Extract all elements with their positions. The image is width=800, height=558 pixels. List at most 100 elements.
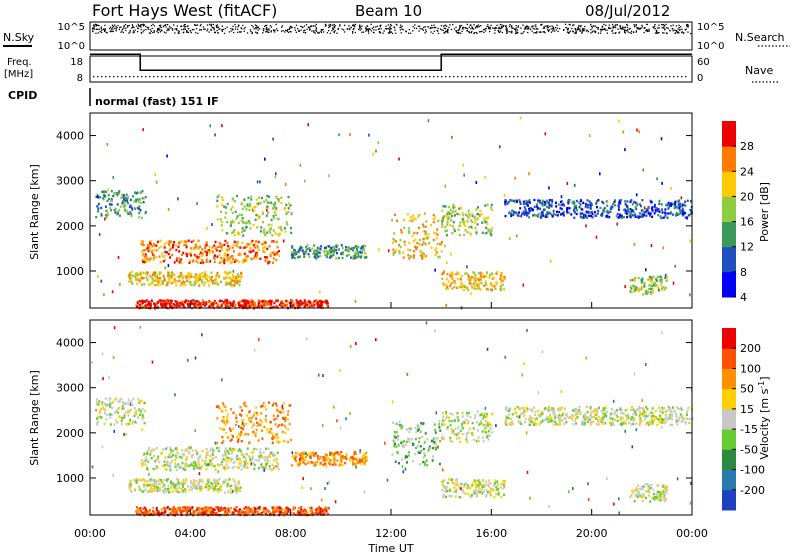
noise-sample-search — [395, 33, 396, 34]
echo-cell — [201, 465, 203, 467]
echo-cell — [225, 508, 227, 510]
noise-sample-search — [165, 32, 166, 33]
echo-cell — [176, 280, 178, 282]
noise-sample-search — [133, 30, 134, 31]
date-label: 08/Jul/2012 — [585, 2, 670, 20]
noise-sample-search — [320, 31, 321, 32]
echo-cell — [585, 214, 587, 216]
echo-cell — [146, 299, 148, 301]
echo-cell — [318, 510, 320, 512]
echo-cell — [395, 240, 397, 242]
noise-sample-sky — [270, 25, 271, 26]
echo-cell — [291, 212, 293, 214]
echo-cell — [122, 408, 124, 410]
noise-sample-search — [382, 33, 383, 34]
echo-cell — [118, 192, 120, 194]
echo-cell — [205, 303, 207, 305]
echo-cell — [275, 259, 277, 261]
echo-cell — [186, 246, 188, 248]
noise-sample-sky — [132, 24, 133, 25]
echo-cell — [210, 510, 212, 512]
echo-cell — [168, 454, 170, 456]
echo-cell — [273, 241, 275, 243]
echo-cell — [227, 203, 229, 205]
noise-sample-sky — [516, 27, 517, 28]
echo-cell — [228, 452, 230, 454]
echo-cell — [234, 234, 236, 236]
echo-cell — [170, 486, 172, 488]
echo-cell — [177, 304, 179, 306]
noise-sample-search — [391, 31, 392, 32]
noise-sample-sky — [117, 25, 118, 26]
echo-cell — [188, 275, 190, 277]
echo-cell — [474, 287, 476, 289]
echo-cell — [256, 429, 258, 431]
echo-cell — [294, 249, 296, 251]
echo-cell — [172, 246, 174, 248]
noise-sample-sky — [111, 28, 112, 29]
echo-cell — [403, 256, 405, 258]
noise-sample-sky — [455, 27, 456, 28]
noise-sample-search — [575, 30, 576, 31]
noise-sample-sky — [569, 24, 570, 25]
echo-cell — [198, 460, 200, 462]
echo-cell — [412, 215, 414, 217]
echo-cell — [146, 480, 148, 482]
echo-cell — [518, 211, 520, 213]
echo-cell — [201, 259, 203, 261]
echo-cell — [468, 216, 470, 218]
noise-sample-search — [612, 30, 613, 31]
echo-cell — [255, 508, 257, 510]
power-colorbar-label: Power [dB] — [758, 182, 771, 242]
echo-cell — [247, 512, 249, 514]
echo-cell — [393, 232, 395, 234]
echo-cell — [154, 275, 156, 277]
noise-sample-search — [674, 30, 675, 31]
echo-cell — [212, 246, 214, 248]
echo-cell — [146, 258, 148, 260]
echo-cell — [115, 193, 117, 195]
noise-sample-sky — [573, 24, 574, 25]
echo-cell — [265, 199, 267, 201]
echo-cell — [325, 506, 327, 508]
noise-sample-sky — [676, 25, 677, 26]
echo-cell — [523, 211, 525, 213]
echo-cell — [317, 305, 319, 307]
echo-cell — [340, 253, 342, 255]
echo-cell — [261, 437, 263, 439]
echo-cell — [211, 276, 213, 278]
noise-sample-search — [214, 32, 215, 33]
echo-cell — [413, 232, 415, 234]
echo-cell — [217, 272, 219, 274]
noise-sample-sky — [115, 26, 116, 27]
echo-cell — [524, 206, 526, 208]
echo-cell — [216, 447, 218, 449]
echo-cell — [209, 508, 211, 510]
echo-cell — [146, 468, 148, 470]
echo-cell — [476, 232, 478, 234]
scatter-cell — [516, 234, 518, 237]
scatter-cell — [670, 187, 672, 190]
noise-sample-search — [458, 30, 459, 31]
echo-cell — [128, 280, 130, 282]
echo-cell — [269, 245, 271, 247]
noise-sample-search — [378, 29, 379, 30]
echo-cell — [663, 286, 665, 288]
echo-cell — [252, 224, 254, 226]
echo-cell — [210, 301, 212, 303]
noise-sample-search — [355, 32, 356, 33]
noise-sample-search — [315, 32, 316, 33]
noise-sample-search — [552, 30, 553, 31]
echo-cell — [500, 285, 502, 287]
noise-sample-sky — [96, 24, 97, 25]
echo-cell — [275, 417, 277, 419]
scatter-cell — [589, 134, 591, 137]
echo-cell — [632, 284, 634, 286]
noise-sample-search — [408, 33, 409, 34]
echo-cell — [206, 261, 208, 263]
noise-sample-sky — [197, 24, 198, 25]
noise-sample-search — [486, 28, 487, 29]
echo-cell — [192, 484, 194, 486]
echo-cell — [269, 465, 271, 467]
